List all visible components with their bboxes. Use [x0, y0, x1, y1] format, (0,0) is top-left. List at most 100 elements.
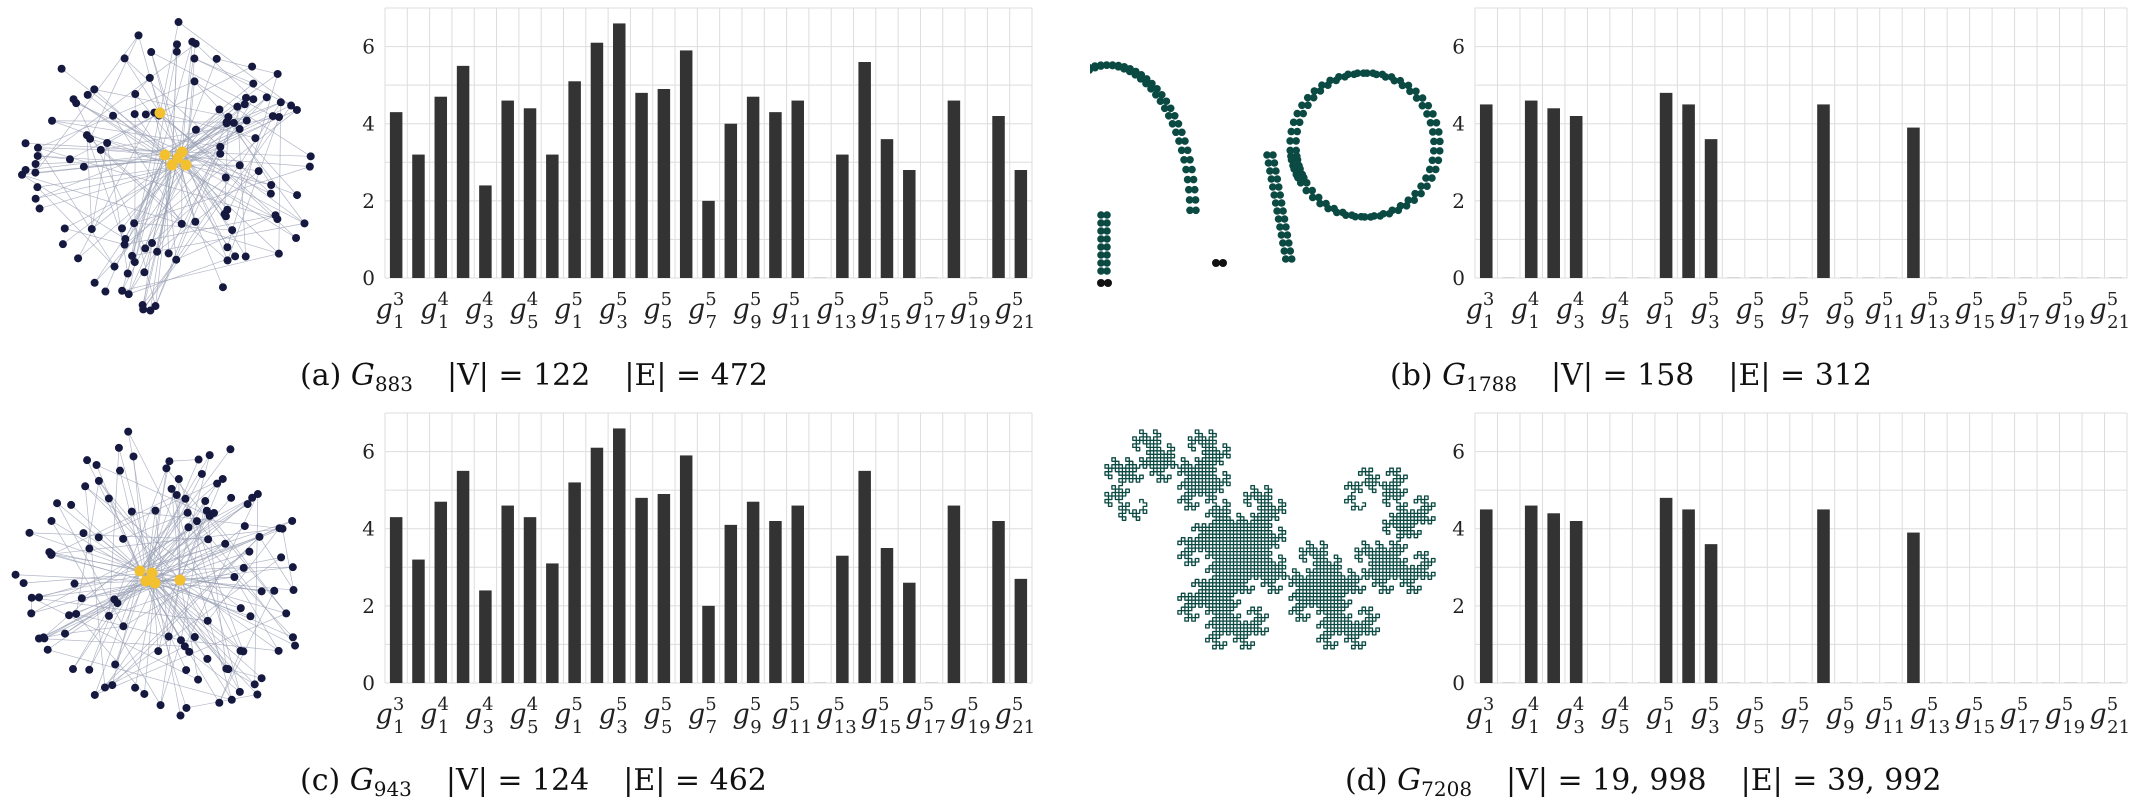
graph-node	[164, 249, 173, 258]
graph-node	[182, 703, 191, 712]
graph-node	[151, 302, 160, 311]
x-tick-label: g5 3	[1690, 289, 1719, 333]
graph-node	[81, 482, 90, 491]
bar	[1524, 505, 1538, 683]
bar	[992, 116, 1005, 278]
graph-edge	[76, 102, 183, 153]
graph-node	[1335, 73, 1343, 81]
graph-node	[1274, 183, 1283, 191]
graph-edge	[150, 51, 183, 153]
bar	[903, 170, 916, 278]
graph-node	[1103, 235, 1111, 243]
graph-node	[257, 587, 266, 596]
graph-edge	[169, 459, 199, 462]
bar	[568, 81, 581, 279]
graph-node	[205, 451, 214, 460]
graph-edge	[177, 157, 280, 254]
graph-edge	[180, 639, 279, 652]
graph-node	[1432, 118, 1441, 127]
graph-node	[1428, 174, 1436, 182]
graph-edge	[145, 580, 182, 641]
graph-node	[92, 461, 101, 470]
graph-edge	[142, 242, 153, 310]
graph-node	[1271, 199, 1280, 207]
graph-node	[47, 550, 56, 559]
graph-node	[1426, 118, 1435, 127]
bar	[1952, 277, 1965, 278]
graph-node	[164, 632, 173, 641]
graph-node	[1412, 94, 1421, 102]
graph-node	[191, 39, 200, 48]
caption-graph-name: G	[1397, 763, 1422, 798]
bar	[1479, 104, 1493, 278]
graph-edge	[121, 164, 187, 291]
graph-node	[1183, 146, 1192, 155]
graph-node	[1338, 208, 1347, 217]
bar	[1839, 277, 1853, 278]
graph-edge	[144, 177, 227, 249]
graph-edge	[100, 149, 182, 225]
graph-edge	[139, 570, 187, 671]
graph-node	[67, 500, 76, 509]
graph-node	[1096, 61, 1105, 69]
graph-node	[184, 523, 193, 532]
graph-node	[60, 224, 69, 233]
bar	[858, 62, 871, 278]
graph-node	[248, 493, 257, 502]
graph-edge	[127, 112, 161, 274]
graph-edge	[112, 115, 183, 225]
graph-edge	[142, 105, 292, 310]
graph-edge	[171, 164, 278, 220]
graph-node	[275, 112, 284, 121]
x-tick-label: g5 7	[1780, 694, 1809, 738]
bar	[568, 482, 581, 683]
graph-edge	[52, 120, 227, 123]
graph-node	[305, 162, 314, 171]
graph-node	[1103, 243, 1111, 251]
graph-node	[90, 85, 99, 94]
caption-vertex-count: |V| = 19, 998	[1506, 763, 1707, 798]
x-tick-label: g5 15	[1955, 694, 1996, 738]
graph-node	[1423, 182, 1431, 191]
graph-node	[57, 64, 66, 73]
graph-node	[194, 455, 203, 464]
graph-node	[228, 226, 237, 235]
graph-node	[236, 646, 245, 655]
x-tick-label: g5 1	[554, 694, 583, 738]
y-tick-label: 6	[1452, 440, 1465, 464]
graph-node	[1292, 137, 1300, 145]
graph-node	[1299, 109, 1308, 118]
bar	[702, 605, 715, 683]
bar	[1862, 682, 1875, 683]
graph-edge	[35, 164, 187, 200]
graph-edge	[151, 536, 260, 574]
graph-edge	[61, 68, 187, 166]
graph-node	[291, 641, 300, 650]
graph-edge	[179, 579, 199, 680]
graph-node	[1264, 159, 1273, 167]
graph-edge	[154, 582, 241, 652]
graph-node	[1267, 175, 1276, 183]
graph-edge	[185, 58, 195, 166]
graph-node	[69, 95, 78, 104]
graph-edge	[106, 112, 161, 144]
graph-node	[203, 654, 212, 663]
graph-node	[130, 110, 139, 119]
graph-node	[1266, 167, 1274, 175]
graph-node	[227, 493, 236, 502]
graph-edge	[47, 580, 147, 650]
gridlines	[384, 412, 1033, 684]
caption-vertex-count: |V| = 124	[445, 763, 590, 798]
graph-edge	[145, 500, 206, 582]
graph-edge	[243, 566, 293, 569]
graph-node	[21, 166, 30, 175]
graph-node	[218, 283, 227, 292]
graph-node	[270, 586, 279, 595]
graph-node	[172, 491, 181, 500]
graph-edge	[164, 154, 177, 260]
graph-edge	[278, 102, 282, 254]
graph-node	[1180, 155, 1188, 164]
graph-node	[240, 522, 249, 531]
caption-label: (b)	[1390, 358, 1433, 393]
graph-edge	[228, 668, 255, 685]
